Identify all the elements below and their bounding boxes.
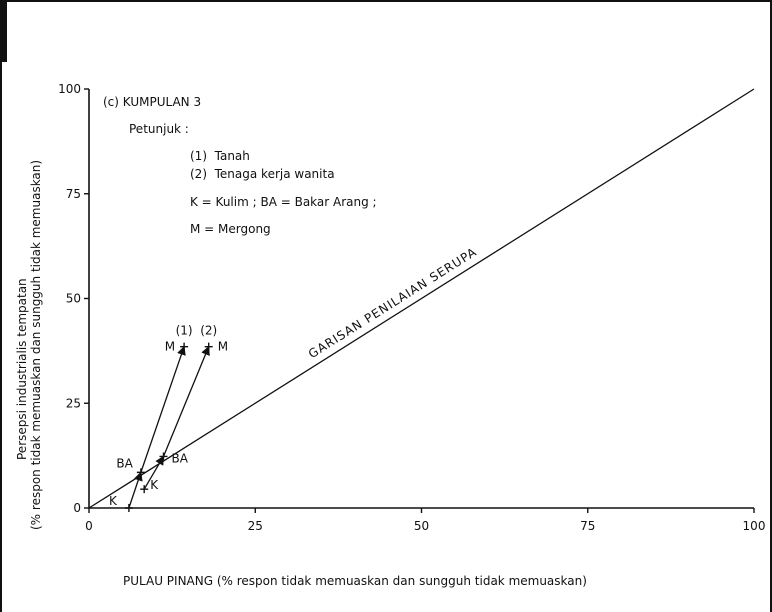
series-2-point xyxy=(159,452,168,461)
y-tick-label: 0 xyxy=(73,501,81,515)
series-label: (2) xyxy=(200,324,217,338)
equal-assessment-line-label: GARISAN PENILAIAN SERUPA xyxy=(306,245,480,361)
point-label: BA xyxy=(171,451,188,465)
legend-line-4: M = Mergong xyxy=(190,222,271,236)
series-2-arrow xyxy=(162,345,210,457)
series-1-arrow xyxy=(128,471,143,509)
y-tick-label: 50 xyxy=(66,292,81,306)
series-2-point xyxy=(204,342,213,351)
series-1-point xyxy=(136,468,145,477)
series-1-point xyxy=(180,342,189,351)
legend-line-2: (2) Tenaga kerja wanita xyxy=(190,167,335,181)
y-tick-label: 25 xyxy=(66,396,81,410)
equal-assessment-line-group: GARISAN PENILAIAN SERUPA xyxy=(88,88,755,509)
y-axis-label-line-2: (% respon tidak memuaskan dan sungguh ti… xyxy=(29,160,43,530)
series-label: (1) xyxy=(176,324,193,338)
legend-line-3: K = Kulim ; BA = Bakar Arang ; xyxy=(190,195,377,209)
y-tick-label: 75 xyxy=(66,187,81,201)
x-tick-label: 50 xyxy=(414,519,429,533)
x-tick-label: 100 xyxy=(743,519,766,533)
point-label: BA xyxy=(116,456,133,470)
equal-assessment-line xyxy=(88,88,755,509)
point-label: K xyxy=(109,494,118,508)
y-axis-label-line-1: Persepsi industrialis tempatan xyxy=(15,278,29,460)
axes: 0 25 50 75 100 0 25 50 75 100 xyxy=(58,82,765,533)
y-tick-label: 100 xyxy=(58,82,81,96)
series-1-arrow xyxy=(140,345,186,473)
point-label: K xyxy=(150,478,159,492)
panel-label: (c) KUMPULAN 3 xyxy=(103,95,201,109)
legend-line-1: (1) Tanah xyxy=(190,149,250,163)
series-2-arrow xyxy=(143,455,165,490)
x-axis-label: PULAU PINANG (% respon tidak memuaskan d… xyxy=(123,574,587,588)
x-tick-label: 75 xyxy=(580,519,595,533)
point-label: M xyxy=(165,340,175,354)
series-2-point xyxy=(140,485,149,494)
legend-heading: Petunjuk : xyxy=(129,122,189,136)
x-tick-label: 0 xyxy=(85,519,93,533)
point-label: M xyxy=(218,340,228,354)
x-tick-label: 25 xyxy=(248,519,263,533)
series-1-point xyxy=(124,504,133,512)
